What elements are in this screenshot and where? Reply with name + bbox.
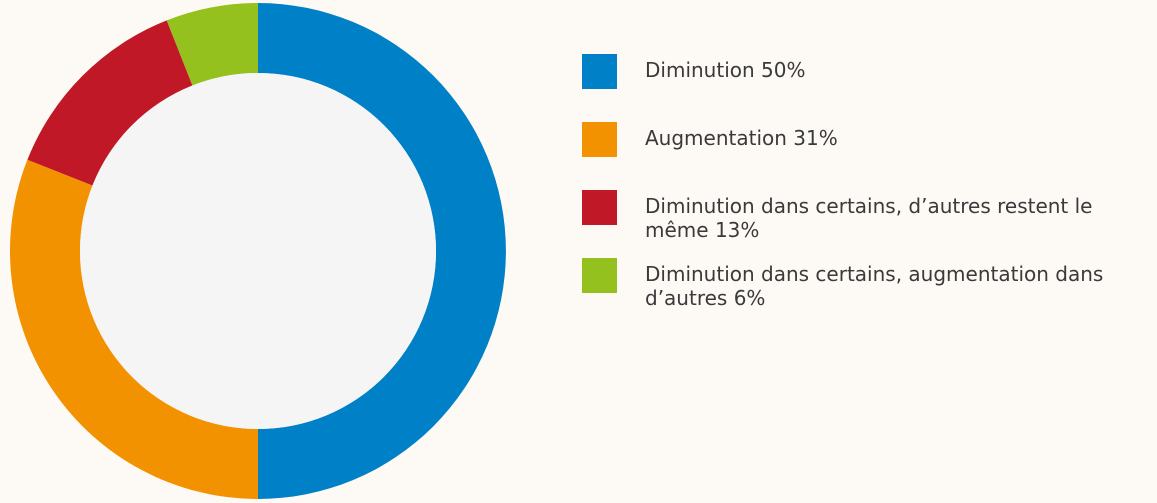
legend-item: Diminution dans certains, d’autres reste…: [582, 190, 1145, 242]
donut-slice: [258, 3, 506, 499]
legend-text: Diminution 50%: [645, 54, 1145, 82]
legend-item: Diminution 50%: [582, 54, 1145, 89]
chart: [9, 3, 506, 499]
legend-value: 50%: [761, 58, 806, 82]
legend-label: Diminution dans certains, d’autres reste…: [645, 194, 1093, 242]
legend-label: Diminution dans certains, augmentation d…: [645, 262, 1104, 310]
legend-text: Diminution dans certains, d’autres reste…: [645, 190, 1145, 242]
legend-value: 13%: [714, 218, 760, 242]
legend-swatch: [582, 122, 617, 157]
legend-swatch: [582, 258, 617, 293]
legend-text: Augmentation 31%: [645, 122, 1145, 150]
legend-item: Diminution dans certains, augmentation d…: [582, 258, 1145, 310]
legend-label: Diminution: [645, 58, 755, 82]
legend-item: Augmentation 31%: [582, 122, 1145, 157]
legend-value: 31%: [793, 126, 838, 150]
donut-slice: [9, 159, 259, 499]
legend-swatch: [582, 54, 617, 89]
donut-slice: [27, 20, 193, 186]
legend-swatch: [582, 190, 617, 225]
donut-slice: [166, 3, 258, 86]
legend-value: 6%: [733, 286, 766, 310]
legend-label: Augmentation: [645, 126, 787, 150]
donut-hole: [80, 73, 436, 429]
legend-text: Diminution dans certains, augmentation d…: [645, 258, 1145, 310]
